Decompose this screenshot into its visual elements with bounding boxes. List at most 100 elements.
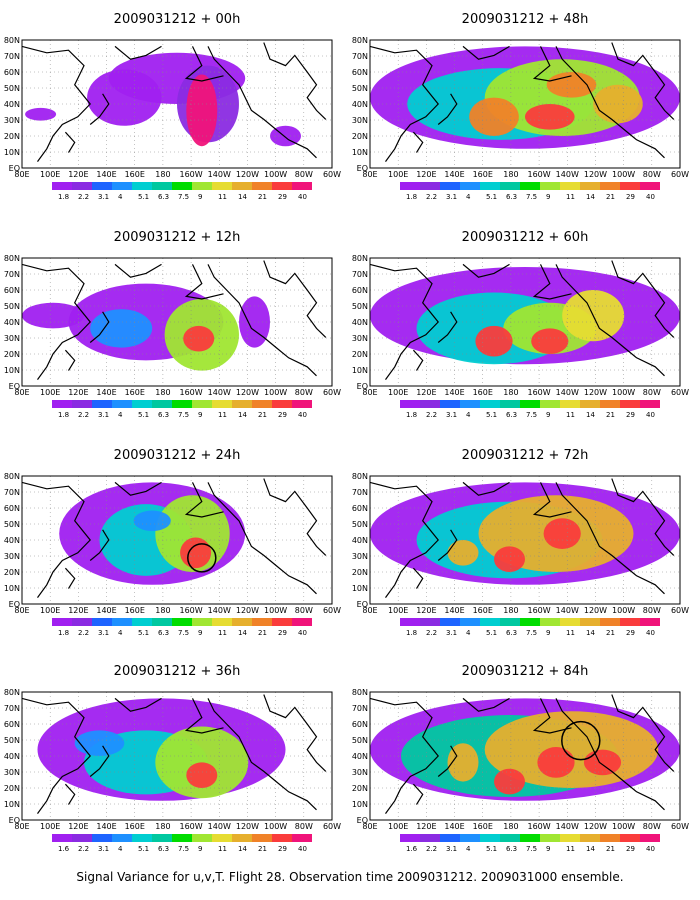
- lat-tick-label: 40N: [4, 318, 20, 327]
- lat-tick-label: 20N: [352, 132, 368, 141]
- colorbar-swatch: [92, 618, 112, 626]
- colorbar-label: 21: [258, 411, 267, 419]
- colorbar-swatch: [252, 618, 272, 626]
- colorbar-label: 40: [646, 845, 655, 853]
- colorbar-swatch: [460, 182, 480, 190]
- colorbar-label: 40: [646, 193, 655, 201]
- colorbar-label: 1.8: [58, 411, 69, 419]
- coastline: [412, 349, 424, 371]
- colorbar-swatch: [292, 182, 312, 190]
- colorbar-swatch: [292, 400, 312, 408]
- lon-tick-label: 100W: [612, 822, 635, 831]
- coastline: [22, 45, 92, 162]
- map-frame: [369, 257, 681, 387]
- lon-tick-label: 60W: [671, 606, 689, 615]
- coastline: [370, 697, 440, 814]
- lat-tick-label: EQ: [9, 816, 20, 825]
- colorbar-swatch: [620, 400, 640, 408]
- lon-tick-label: 80E: [362, 822, 377, 831]
- lat-tick-label: 80N: [352, 254, 368, 263]
- lon-tick-label: 100E: [40, 606, 60, 615]
- lon-tick-label: 80W: [643, 822, 661, 831]
- coastline: [207, 46, 317, 159]
- coastline: [412, 131, 424, 153]
- colorbar-label: 5.1: [138, 411, 149, 419]
- lon-tick-label: 160E: [125, 822, 145, 831]
- colorbar-swatch: [92, 182, 112, 190]
- colorbar-label: 29: [278, 845, 287, 853]
- lon-tick-label: 80W: [643, 388, 661, 397]
- lat-tick-label: EQ: [357, 600, 368, 609]
- colorbar-swatch: [580, 400, 600, 408]
- colorbar-label: 3.1: [98, 629, 109, 637]
- colorbar-label: 14: [586, 845, 595, 853]
- colorbar-swatch: [272, 834, 292, 842]
- lat-tick-label: EQ: [357, 382, 368, 391]
- variance-contour: [494, 546, 525, 572]
- colorbar-swatch: [232, 400, 252, 408]
- variance-contour: [180, 537, 212, 569]
- map-panel: 2009031212 + 48h 80E 100E 120E 140E 160E 180 16…: [352, 12, 689, 179]
- lon-tick-label: 120W: [236, 388, 259, 397]
- colorbar-label: 21: [258, 193, 267, 201]
- colorbar-0: 1.8 2.2 3.1 4 5.1 6.3 7.5 9 11 14 21 29 40: [52, 182, 312, 201]
- colorbar-label: 4: [466, 193, 471, 201]
- colorbar-label: 4: [466, 629, 471, 637]
- lon-tick-label: 100W: [612, 170, 635, 179]
- colorbar-swatch: [600, 182, 620, 190]
- coastline: [22, 697, 92, 814]
- lat-tick-label: 70N: [4, 52, 20, 61]
- lon-tick-label: 140E: [96, 606, 116, 615]
- lon-tick-label: 100W: [264, 170, 287, 179]
- colorbar-label: 14: [238, 193, 247, 201]
- colorbar-7: 1.6 2.2 3.1 4 5.1 6.3 7.5 9 11 14 21 29 40: [400, 834, 660, 853]
- lat-tick-label: 40N: [352, 318, 368, 327]
- lon-tick-label: 120E: [416, 170, 436, 179]
- colorbar-label: 6.3: [158, 629, 169, 637]
- variance-contour: [186, 74, 218, 147]
- colorbar-swatch: [540, 182, 560, 190]
- colorbar-swatch: [560, 182, 580, 190]
- colorbar-swatch: [500, 834, 520, 842]
- variance-contour: [537, 747, 575, 778]
- colorbar-label: 9: [546, 845, 550, 853]
- lon-tick-label: 140W: [208, 388, 231, 397]
- colorbar-swatch: [212, 618, 232, 626]
- colorbar-label: 1.8: [406, 193, 417, 201]
- colorbar-swatch: [600, 618, 620, 626]
- variance-contour: [475, 325, 513, 357]
- colorbar-swatch: [172, 400, 192, 408]
- colorbar-swatch: [540, 618, 560, 626]
- colorbar-label: 6.3: [158, 193, 169, 201]
- lat-tick-label: 10N: [352, 584, 368, 593]
- coastline: [532, 46, 572, 82]
- colorbar-swatch: [640, 834, 660, 842]
- colorbar-label: 29: [626, 411, 635, 419]
- lat-tick-label: 60N: [4, 504, 20, 513]
- colorbar-label: 11: [218, 629, 227, 637]
- variance-contour: [186, 762, 218, 788]
- panel-title: 2009031212 + 48h: [462, 12, 589, 27]
- lat-tick-label: 10N: [4, 584, 20, 593]
- lat-tick-label: 50N: [352, 302, 368, 311]
- lat-tick-label: 70N: [4, 488, 20, 497]
- lon-tick-label: 100E: [40, 822, 60, 831]
- lon-tick-label: 100E: [388, 606, 408, 615]
- lon-tick-label: 140W: [556, 822, 579, 831]
- lat-tick-label: 70N: [4, 270, 20, 279]
- lat-tick-label: 10N: [352, 800, 368, 809]
- lon-tick-label: 160E: [125, 170, 145, 179]
- coastline: [611, 478, 675, 556]
- colorbar-label: 6.3: [506, 845, 517, 853]
- colorbar-label: 7.5: [178, 193, 189, 201]
- colorbar-label: 2.2: [78, 629, 89, 637]
- colorbar-label: 29: [278, 629, 287, 637]
- coastline: [532, 264, 572, 300]
- colorbar-label: 11: [218, 411, 227, 419]
- colorbar-label: 21: [606, 411, 615, 419]
- colorbar-swatch: [400, 618, 420, 626]
- colorbar-swatch: [420, 834, 440, 842]
- lon-tick-label: 80E: [14, 606, 29, 615]
- lat-tick-label: 70N: [4, 704, 20, 713]
- colorbar-swatch: [580, 834, 600, 842]
